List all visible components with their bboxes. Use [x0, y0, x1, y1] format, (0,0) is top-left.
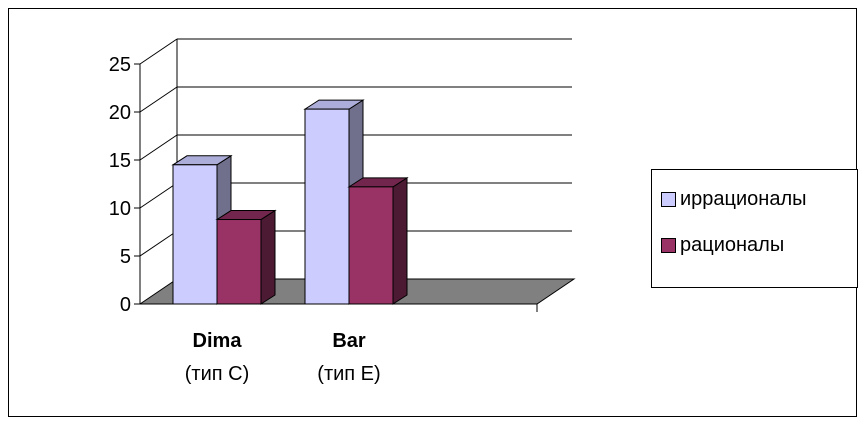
legend-label-rational: рационалы [680, 234, 785, 256]
y-tick-label-0: 0 [120, 294, 131, 316]
tick-labels: 0 5 10 15 20 25 Dima (тип С) Bar (тип Е) [109, 54, 381, 385]
gridline-depth-20 [139, 86, 178, 113]
bar-front [172, 164, 218, 305]
gridline-depth-10 [139, 182, 178, 209]
bar-рационалы-Bar [347, 176, 409, 305]
bars [171, 99, 409, 305]
bar-side [260, 209, 276, 305]
y-tick-label-25: 25 [109, 54, 131, 76]
legend-swatch-rational [661, 238, 676, 253]
legend-item-rational: рационалы [661, 234, 784, 257]
legend-label-irrational: иррационалы [680, 188, 807, 210]
bar-front [304, 108, 350, 305]
gridline-depth-15 [139, 134, 178, 161]
bar-front [348, 186, 394, 305]
gridline-depth-25 [139, 38, 178, 65]
legend-swatch-irrational [661, 192, 676, 207]
legend-item-irrational: иррационалы [661, 188, 807, 211]
x-tick-sublabel-Dima: (тип С) [185, 363, 249, 385]
gridline-depth-5 [139, 230, 178, 257]
y-tick-label-10: 10 [109, 198, 131, 220]
x-tick-label-Bar: Bar [332, 330, 366, 352]
x-tick-sublabel-Bar: (тип Е) [317, 363, 380, 385]
x-tick-label-Dima: Dima [193, 330, 243, 352]
bar-front [216, 219, 262, 305]
bar-рационалы-Dima [215, 209, 277, 305]
bar-side [392, 176, 408, 305]
legend: иррационалы рационалы [651, 169, 858, 288]
y-tick-label-20: 20 [109, 102, 131, 124]
y-tick-label-5: 5 [120, 246, 131, 268]
y-tick-label-15: 15 [109, 150, 131, 172]
